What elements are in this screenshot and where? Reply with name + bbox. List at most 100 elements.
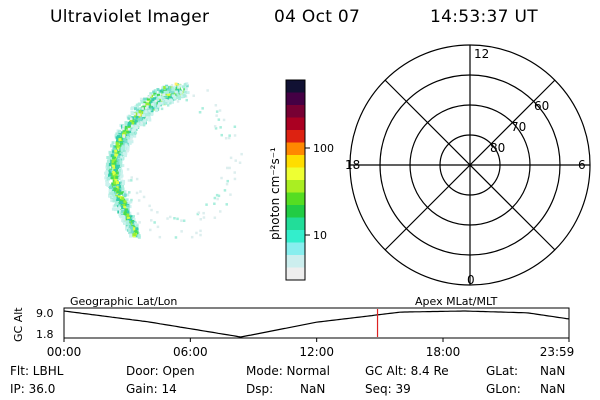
colorbar-band [286, 242, 305, 256]
aurora-pixel [109, 185, 113, 189]
aurora-pixel [116, 144, 120, 148]
aurora-pixel [129, 200, 133, 204]
aurora-pixel [177, 94, 181, 97]
aurora-pixel [233, 134, 237, 137]
aurora-pixel [186, 91, 190, 95]
aurora-pixel [160, 107, 164, 111]
xtick-label: 23:59 [540, 345, 575, 359]
aurora-pixel [121, 200, 125, 204]
aurora-pixel [105, 162, 109, 166]
mode-value: Mode: Normal [246, 364, 330, 378]
aurora-pixel [148, 204, 151, 208]
aurora-pixel [107, 159, 111, 163]
aurora-pixel [128, 205, 132, 209]
glon-value: NaN [540, 382, 566, 396]
aurora-pixel [130, 230, 134, 234]
aurora-pixel [127, 217, 131, 221]
aurora-pixel [215, 110, 219, 113]
aurora-pixel [174, 90, 178, 94]
aurora-pixel [107, 156, 111, 160]
aurora-pixel [116, 198, 120, 202]
colorbar-band [286, 80, 305, 93]
aurora-pixel [150, 208, 153, 212]
aurora-pixel [151, 102, 155, 106]
aurora-pixel [147, 116, 151, 120]
aurora-pixel [117, 170, 121, 174]
aurora-pixel [126, 204, 130, 208]
aurora-pixel [144, 110, 148, 114]
aurora-pixel [182, 219, 186, 222]
aurora-pixel [113, 169, 117, 172]
aurora-pixel [133, 221, 137, 225]
aurora-pixel [169, 98, 173, 102]
lat-label-80: 80 [490, 141, 505, 155]
aurora-pixel [152, 90, 156, 94]
aurora-pixel [107, 183, 111, 186]
aurora-pixel [149, 108, 153, 112]
aurora-pixel [133, 233, 137, 236]
aurora-pixel [127, 128, 131, 131]
aurora-pixel [123, 190, 127, 194]
aurora-pixel [138, 221, 141, 224]
aurora-pixel [120, 205, 124, 209]
aurora-pixel [135, 126, 139, 129]
aurora-pixel [118, 185, 122, 189]
aurora-pixel [149, 228, 152, 232]
aurora-pixel [183, 83, 187, 87]
aurora-pixel [111, 141, 115, 145]
aurora-pixel [213, 216, 217, 219]
aurora-pixel [173, 87, 177, 91]
colorbar-band [286, 217, 305, 231]
aurora-pixel [127, 139, 131, 143]
ytick-9: 9.0 [36, 307, 54, 320]
aurora-pixel [213, 196, 217, 200]
aurora-pixel [127, 116, 131, 120]
xtick-label: 12:00 [299, 345, 334, 359]
aurora-pixel [223, 189, 227, 192]
colorbar-band [286, 230, 305, 243]
aurora-pixel [112, 193, 116, 197]
timeline-left-title: Geographic Lat/Lon [70, 295, 177, 308]
aurora-pixel [143, 97, 147, 101]
aurora-pixel [122, 216, 126, 220]
aurora-pixel [116, 158, 120, 162]
aurora-pixel [155, 109, 159, 113]
aurora-pixel [128, 115, 131, 118]
aurora-pixel [238, 161, 242, 164]
xtick-label: 06:00 [173, 345, 208, 359]
aurora-pixel [110, 199, 114, 203]
aurora-pixel [156, 98, 160, 101]
aurora-pixel [156, 93, 160, 97]
aurora-pixel [156, 96, 160, 100]
aurora-pixel [115, 132, 119, 136]
aurora-pixel [185, 98, 188, 102]
aurora-pixel [206, 89, 209, 92]
aurora-pixel [153, 97, 157, 101]
aurora-pixel [129, 215, 133, 219]
aurora-pixel [134, 119, 138, 123]
aurora-pixel [116, 181, 119, 185]
aurora-pixel [166, 104, 170, 107]
aurora-pixel [175, 96, 178, 100]
aurora-pixel [171, 90, 175, 94]
aurora-pixel [126, 210, 130, 214]
altitude-curve [63, 310, 569, 338]
aurora-pixel [106, 181, 109, 184]
aurora-pixel [116, 139, 120, 143]
aurora-pixel [112, 172, 116, 175]
aurora-pixel [130, 124, 134, 128]
aurora-pixel [129, 119, 133, 123]
colorbar-tick-10: 10 [313, 229, 327, 242]
aurora-pixel [233, 125, 237, 128]
aurora-pixel [113, 187, 117, 191]
xtick-label: 00:00 [47, 345, 82, 359]
aurora-pixel [121, 164, 125, 168]
aurora-pixel [107, 166, 111, 170]
aurora-pixel [122, 182, 125, 185]
aurora-pixel [213, 202, 216, 205]
aurora-pixel [119, 123, 123, 127]
aurora-pixel [131, 227, 135, 231]
aurora-pixel [174, 93, 178, 97]
instrument-title: Ultraviolet Imager [50, 7, 210, 27]
